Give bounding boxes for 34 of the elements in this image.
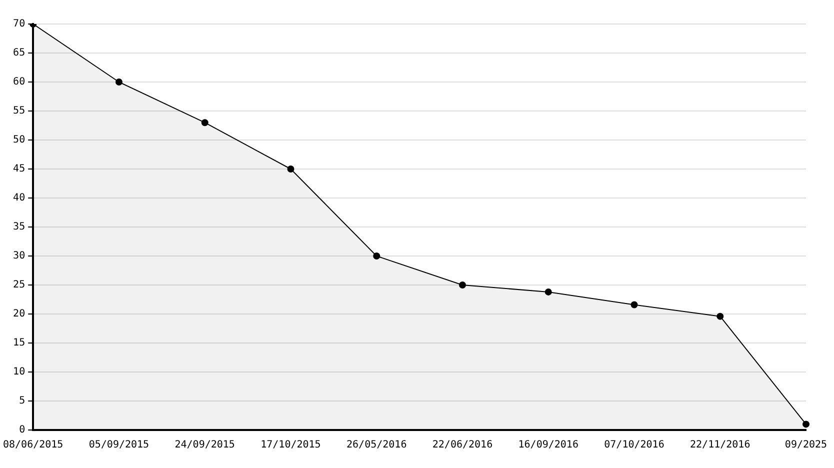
point — [373, 252, 380, 260]
x-tick-label: 05/09/2015 — [88, 440, 150, 451]
y-tick-label: 50 — [13, 134, 26, 146]
y-tick-label: 0 — [19, 424, 26, 436]
x-tick-label: 16/09/2016 — [518, 440, 578, 451]
x-tick-label: 07/10/2016 — [604, 440, 664, 451]
x-tick-label: 17/10/2015 — [260, 440, 321, 451]
y-tick-label: 35 — [13, 222, 26, 233]
point — [201, 119, 208, 126]
point — [716, 312, 724, 320]
y-tick-label: 10 — [13, 366, 26, 378]
y-tick-label: 20 — [13, 308, 26, 320]
y-tick-label: 45 — [13, 164, 26, 175]
point — [458, 282, 466, 288]
point — [544, 288, 552, 296]
y-tick-label: 30 — [13, 250, 26, 262]
x-tick-label: 09/2025 — [784, 440, 828, 451]
y-tick-label: 55 — [13, 106, 26, 117]
y-tick-label: 40 — [13, 192, 26, 204]
y-tick-label: 65 — [13, 48, 26, 59]
x-tick-label: 22/06/2016 — [432, 440, 493, 451]
y-tick-label: 5 — [19, 396, 26, 407]
x-tick-label: 26/05/2016 — [346, 440, 407, 451]
point — [115, 78, 122, 86]
y-tick-label: 60 — [13, 76, 26, 88]
x-tick-label: 24/09/2015 — [174, 440, 235, 451]
y-tick-label: 70 — [13, 18, 26, 30]
point — [287, 166, 294, 172]
y-tick-label: 25 — [13, 280, 26, 291]
x-tick-label: 22/11/2016 — [690, 440, 750, 451]
point — [630, 301, 638, 308]
y-tick-label: 15 — [13, 338, 26, 349]
point — [802, 420, 810, 428]
x-tick-label: 08/06/2015 — [2, 440, 64, 451]
